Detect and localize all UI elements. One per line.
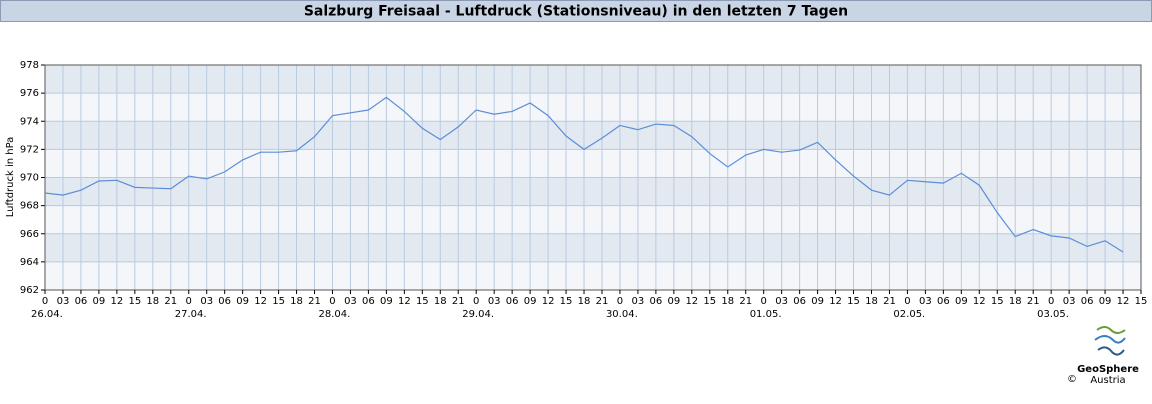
x-tick-label: 12 xyxy=(111,296,124,307)
logo-icon xyxy=(1094,326,1126,356)
x-tick-label: 12 xyxy=(398,296,411,307)
logo-name: GeoSphere xyxy=(1077,364,1139,375)
x-tick-label: 0 xyxy=(617,296,623,307)
x-tick-label: 21 xyxy=(1027,296,1040,307)
x-tick-label: 06 xyxy=(218,296,231,307)
x-tick-label: 09 xyxy=(524,296,537,307)
x-tick-label: 03 xyxy=(775,296,788,307)
x-tick-label: 03 xyxy=(488,296,501,307)
x-tick-label: 12 xyxy=(542,296,555,307)
x-tick-label: 03 xyxy=(1063,296,1076,307)
x-tick-label: 21 xyxy=(308,296,321,307)
x-tick-label: 03 xyxy=(632,296,645,307)
y-tick-label: 966 xyxy=(20,229,39,240)
x-tick-label: 18 xyxy=(290,296,303,307)
x-tick-label: 06 xyxy=(75,296,88,307)
x-tick-label: 09 xyxy=(236,296,249,307)
logo-sub: Austria xyxy=(1090,375,1125,386)
x-tick-label: 03 xyxy=(200,296,213,307)
grid-band xyxy=(45,177,1141,206)
y-tick-label: 962 xyxy=(20,285,39,296)
x-date-label: 03.05. xyxy=(1037,309,1069,320)
x-tick-label: 12 xyxy=(829,296,842,307)
x-date-label: 01.05. xyxy=(750,309,782,320)
x-tick-label: 0 xyxy=(473,296,479,307)
x-tick-label: 21 xyxy=(883,296,896,307)
x-tick-label: 18 xyxy=(865,296,878,307)
y-tick-label: 964 xyxy=(20,257,39,268)
y-tick-label: 972 xyxy=(20,144,39,155)
x-tick-label: 15 xyxy=(847,296,860,307)
x-tick-label: 15 xyxy=(416,296,429,307)
x-tick-label: 03 xyxy=(57,296,70,307)
x-tick-label: 18 xyxy=(146,296,159,307)
x-tick-label: 15 xyxy=(703,296,716,307)
x-date-label: 29.04. xyxy=(462,309,494,320)
y-tick-label: 970 xyxy=(20,173,39,184)
x-tick-label: 03 xyxy=(919,296,932,307)
x-tick-label: 12 xyxy=(973,296,986,307)
x-tick-label: 06 xyxy=(650,296,663,307)
y-tick-label: 968 xyxy=(20,201,39,212)
x-tick-label: 0 xyxy=(761,296,767,307)
x-date-label: 02.05. xyxy=(893,309,925,320)
x-tick-label: 09 xyxy=(955,296,968,307)
y-axis-label: Luftdruck in hPa xyxy=(5,137,16,218)
x-tick-label: 15 xyxy=(560,296,573,307)
y-tick-label: 976 xyxy=(20,88,39,99)
plot-border xyxy=(44,64,1142,291)
x-tick-label: 12 xyxy=(254,296,267,307)
x-tick-label: 03 xyxy=(344,296,357,307)
x-tick-label: 09 xyxy=(667,296,680,307)
x-tick-label: 09 xyxy=(93,296,106,307)
x-tick-label: 06 xyxy=(937,296,950,307)
chart-title: Salzburg Freisaal - Luftdruck (Stationsn… xyxy=(304,4,848,20)
x-tick-label: 06 xyxy=(362,296,375,307)
x-tick-label: 21 xyxy=(596,296,609,307)
x-tick-label: 0 xyxy=(42,296,48,307)
x-tick-label: 0 xyxy=(329,296,335,307)
grid-band xyxy=(45,121,1141,150)
y-tick-label: 974 xyxy=(20,116,39,127)
x-date-label: 30.04. xyxy=(606,309,638,320)
x-date-label: 28.04. xyxy=(318,309,350,320)
x-date-label: 26.04. xyxy=(31,309,63,320)
logo: GeoSphere © Austria xyxy=(1067,326,1139,386)
x-tick-label: 21 xyxy=(164,296,177,307)
x-tick-label: 06 xyxy=(1081,296,1094,307)
x-tick-label: 15 xyxy=(128,296,141,307)
x-tick-label: 0 xyxy=(1048,296,1054,307)
y-tick-label: 978 xyxy=(20,60,39,71)
x-tick-label: 0 xyxy=(186,296,192,307)
x-tick-label: 06 xyxy=(506,296,519,307)
x-tick-label: 09 xyxy=(380,296,393,307)
x-tick-label: 09 xyxy=(811,296,824,307)
x-tick-label: 21 xyxy=(739,296,752,307)
x-tick-label: 06 xyxy=(793,296,806,307)
x-tick-label: 12 xyxy=(1117,296,1130,307)
x-tick-label: 18 xyxy=(721,296,734,307)
x-tick-label: 21 xyxy=(452,296,465,307)
x-tick-label: 15 xyxy=(991,296,1004,307)
grid-band xyxy=(45,233,1141,262)
x-tick-label: 18 xyxy=(1009,296,1022,307)
x-tick-label: 15 xyxy=(272,296,285,307)
plot-area: 962 964 966 968 970 972 974 976 978 0 03 06 09 12 15 18… xyxy=(20,60,1147,320)
x-tick-label: 18 xyxy=(578,296,591,307)
x-tick-label: 15 xyxy=(1135,296,1148,307)
grid-band xyxy=(45,65,1141,94)
data-line xyxy=(44,96,1124,253)
x-tick-label: 09 xyxy=(1099,296,1112,307)
x-tick-label: 0 xyxy=(904,296,910,307)
x-tick-label: 12 xyxy=(685,296,698,307)
x-tick-label: 18 xyxy=(434,296,447,307)
copyright: © xyxy=(1067,374,1077,385)
x-date-label: 27.04. xyxy=(175,309,207,320)
